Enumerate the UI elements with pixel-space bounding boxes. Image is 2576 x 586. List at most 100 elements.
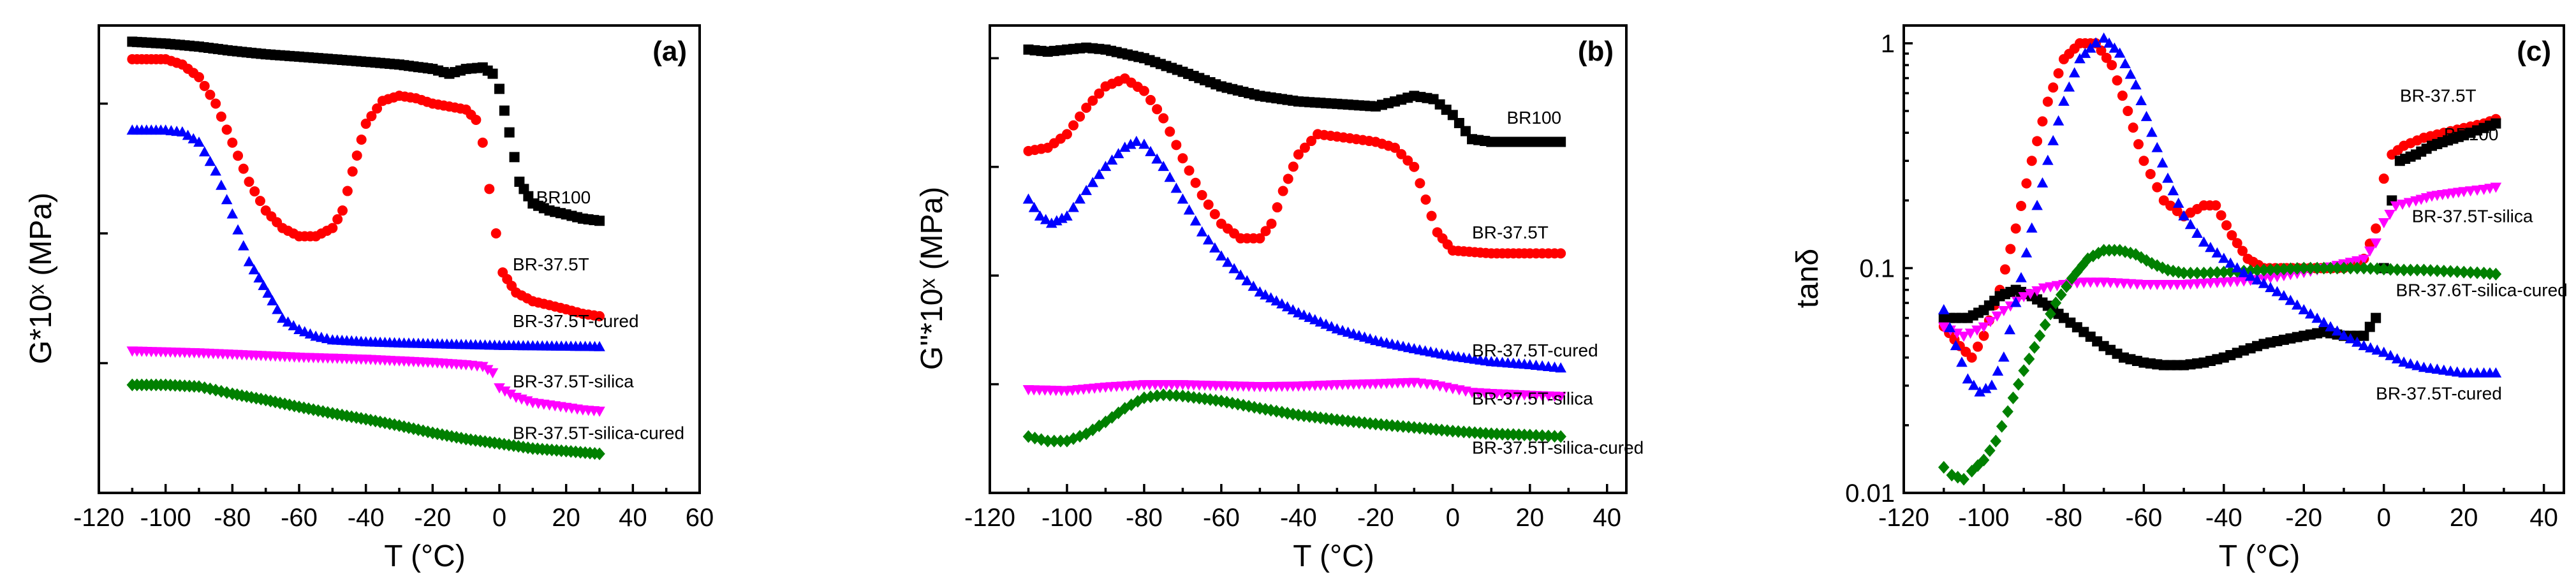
plot-frame [1903,24,2565,494]
data-point [504,127,515,138]
data-point [1158,113,1169,124]
data-point [2048,82,2059,93]
data-point [1288,161,1299,172]
x-tick-label: -60 [1203,504,1240,532]
data-point [2311,261,2323,275]
data-point [2258,277,2270,288]
x-tick-label: 60 [686,504,714,532]
data-point [1420,194,1431,205]
data-point [2238,267,2249,277]
data-point [204,156,216,166]
data-point [490,228,501,239]
data-point [1426,210,1437,221]
data-point [1260,226,1271,237]
data-point [360,119,371,129]
data-point [2490,367,2502,378]
data-point [1272,202,1283,213]
data-point [193,136,205,147]
data-point [2021,178,2032,189]
data-point [2191,227,2203,238]
data-point [2278,262,2290,275]
data-point [2079,47,2091,58]
data-point [2371,262,2383,275]
panel-label: (a) [652,36,687,67]
x-tick-label: -20 [414,504,451,532]
data-point [2068,67,2080,78]
data-point [1028,201,1040,212]
data-point [499,105,510,116]
data-point [1555,430,1566,443]
series-label: BR-37.5T-cured [2376,384,2502,404]
data-point [1184,165,1195,176]
data-point [1270,295,1283,305]
data-point [1235,269,1246,280]
data-point [1990,434,2002,448]
data-point [248,264,260,275]
data-point [2013,377,2024,391]
data-point [1447,110,1458,121]
x-tick-label: 40 [2529,504,2558,532]
data-point [1183,204,1195,215]
data-point [2451,265,2463,279]
data-point [2063,81,2075,92]
data-point [1364,417,1376,430]
data-point [509,152,520,163]
data-point [1041,434,1054,448]
data-point [216,179,227,190]
data-point [2145,168,2156,179]
data-point [1944,321,1955,332]
data-point [1950,340,1962,351]
data-point [2391,263,2403,277]
data-point [2119,245,2131,258]
data-point [2119,58,2131,69]
data-point [1991,311,2003,322]
data-point [494,383,505,394]
data-point [2445,265,2457,278]
data-point [1255,233,1265,244]
data-point [1170,182,1182,193]
data-point [1209,242,1221,253]
data-point [2398,263,2410,277]
data-point [2285,295,2297,305]
data-point [1402,155,1413,166]
data-point [1370,418,1381,431]
data-point [227,137,238,148]
data-point [2184,267,2197,280]
y-axis-title: tanδ [1791,249,1825,308]
data-point [2162,172,2174,183]
data-point [2050,297,2062,310]
data-point [1971,325,1983,336]
data-point [262,287,274,298]
data-point [2418,362,2430,372]
data-point [1209,209,1220,219]
data-point [210,98,221,109]
data-point [2411,263,2423,277]
data-point [2010,223,2021,234]
data-point [2352,336,2363,347]
data-point [2471,186,2483,196]
data-point [2198,236,2210,247]
data-point [2211,266,2223,279]
data-point [2101,52,2112,63]
data-point [484,184,495,194]
data-point [1408,421,1420,434]
y-tick-label: 1 [1881,30,1895,58]
data-point [2397,200,2408,210]
data-point [238,163,249,174]
data-point [258,279,269,290]
data-point [2370,238,2381,249]
panel-b: -120 -100 -80 -60 -40 -20 0 20 40 T (°C) G''*10ˣ (… [915,24,1644,573]
data-point [2218,253,2230,263]
data-point [2051,281,2063,291]
data-point [2002,405,2013,418]
data-point [2265,263,2276,277]
data-point [1441,424,1453,437]
data-point [2218,265,2230,279]
data-point [2304,261,2316,275]
y-tick-label: 0.1 [1859,254,1895,282]
x-tick-label: -20 [2285,504,2322,532]
data-point [2451,366,2463,377]
data-point [1222,256,1233,267]
data-point [1485,427,1498,441]
data-point [1306,136,1317,147]
